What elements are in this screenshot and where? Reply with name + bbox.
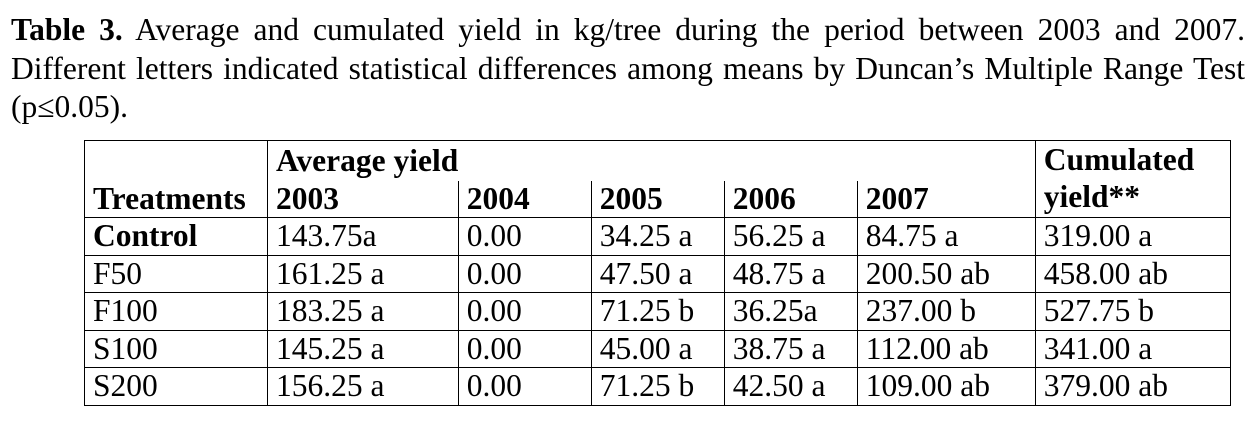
year-header: 2007 — [856, 181, 1036, 218]
year-header: 2006 — [723, 181, 858, 218]
treatments-header: Treatments — [84, 181, 268, 218]
caption-text: Average and cumulated yield in kg/tree d… — [11, 12, 1245, 124]
yield-value-cell: 109.00 ab — [856, 367, 1036, 406]
yield-table: Average yield Cumulated yield** Treatmen… — [84, 140, 1231, 406]
header-row-group: Average yield Cumulated yield** — [84, 140, 1231, 218]
cumulated-value-cell: 458.00 ab — [1034, 254, 1231, 293]
cumulated-header-line1: Cumulated — [1043, 142, 1195, 177]
yield-value-cell: 0.00 — [457, 329, 592, 368]
yield-value-cell: 47.50 a — [590, 254, 725, 293]
cumulated-value-cell: 527.75 b — [1034, 292, 1231, 331]
treatment-cell: S100 — [84, 329, 268, 368]
yield-value-cell: 36.25a — [723, 292, 858, 331]
table-row: F100 183.25 a 0.00 71.25 b 36.25a 237.00 b 527… — [84, 292, 1231, 331]
table-row: F50 161.25 a 0.00 47.50 a 48.75 a 200.50 ab 45… — [84, 254, 1231, 293]
yield-value-cell: 0.00 — [457, 292, 592, 331]
yield-value-cell: 42.50 a — [723, 367, 858, 406]
yield-value-cell: 112.00 ab — [856, 329, 1036, 368]
average-yield-header: Average yield — [267, 140, 459, 181]
table-caption: Table 3. Average and cumulated yield in … — [11, 11, 1245, 127]
cumulated-value-cell: 379.00 ab — [1034, 367, 1231, 406]
yield-value-cell: 71.25 b — [590, 292, 725, 331]
yield-value-cell: 237.00 b — [856, 292, 1036, 331]
yield-value-cell: 71.25 b — [590, 367, 725, 406]
cumulated-header-line2: yield** — [1043, 179, 1140, 214]
header-spacer — [724, 140, 858, 181]
cumulated-value-cell: 319.00 a — [1034, 217, 1231, 256]
header-row-years: Treatments 2003 2004 2005 2006 2007 — [84, 181, 1231, 218]
yield-value-cell: 145.25 a — [267, 329, 459, 368]
yield-value-cell: 56.25 a — [723, 217, 858, 256]
table-row: S200 156.25 a 0.00 71.25 b 42.50 a 109.00 ab 3… — [84, 367, 1231, 406]
yield-value-cell: 84.75 a — [856, 217, 1036, 256]
yield-value-cell: 0.00 — [457, 254, 592, 293]
yield-value-cell: 161.25 a — [267, 254, 459, 293]
header-empty-cell — [84, 140, 268, 181]
yield-value-cell: 183.25 a — [267, 292, 459, 331]
header-spacer — [458, 140, 592, 181]
table-row: S100 145.25 a 0.00 45.00 a 38.75 a 112.00 ab 3… — [84, 329, 1231, 368]
cumulated-yield-header: Cumulated yield** — [1034, 140, 1231, 218]
year-header: 2004 — [457, 181, 592, 218]
yield-value-cell: 48.75 a — [723, 254, 858, 293]
treatment-cell: F50 — [84, 254, 268, 293]
yield-value-cell: 200.50 ab — [856, 254, 1036, 293]
yield-value-cell: 38.75 a — [723, 329, 858, 368]
yield-value-cell: 156.25 a — [267, 367, 459, 406]
yield-value-cell: 143.75a — [267, 217, 459, 256]
year-header: 2005 — [590, 181, 725, 218]
yield-value-cell: 34.25 a — [590, 217, 725, 256]
yield-value-cell: 0.00 — [457, 217, 592, 256]
header-spacer — [591, 140, 725, 181]
treatment-cell: Control — [84, 217, 268, 256]
year-header: 2003 — [267, 181, 459, 218]
treatment-cell: F100 — [84, 292, 268, 331]
yield-value-cell: 0.00 — [457, 367, 592, 406]
yield-value-cell: 45.00 a — [590, 329, 725, 368]
header-spacer — [857, 140, 1036, 181]
cumulated-value-cell: 341.00 a — [1034, 329, 1231, 368]
treatment-cell: S200 — [84, 367, 268, 406]
caption-label: Table 3. — [11, 12, 123, 47]
